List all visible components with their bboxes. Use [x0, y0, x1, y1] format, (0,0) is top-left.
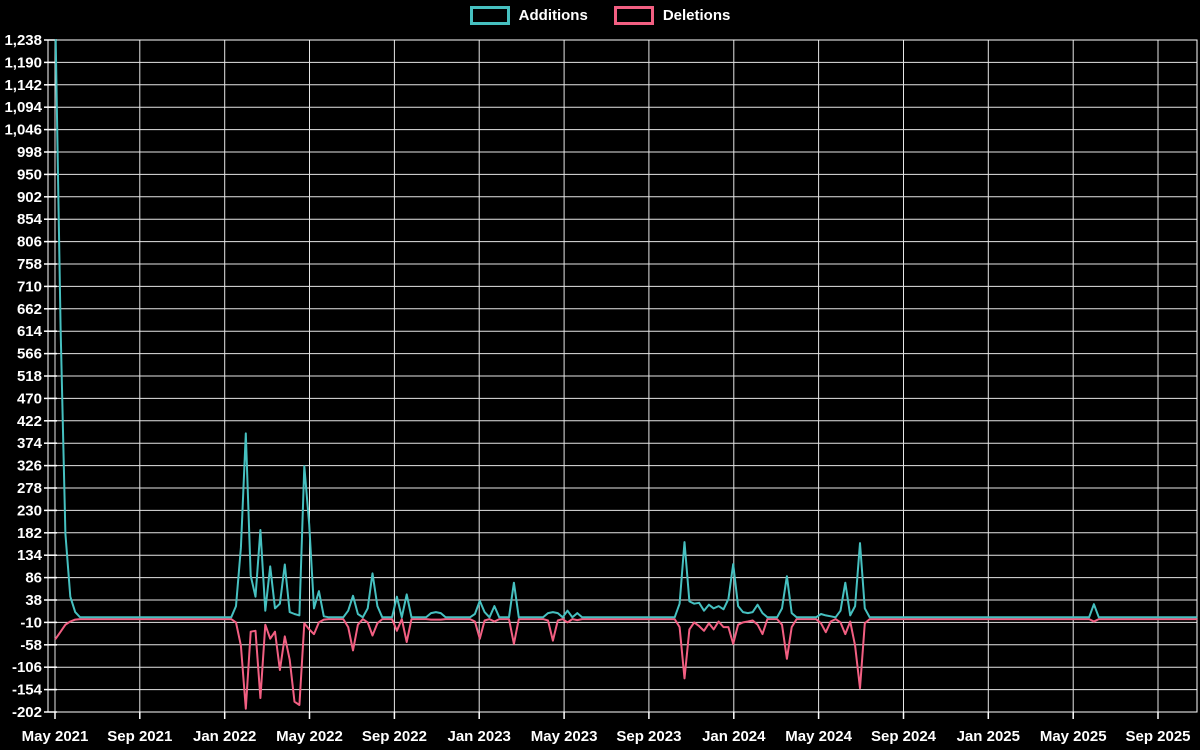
additions-legend-label: Additions — [518, 7, 588, 24]
y-tick-label: 758 — [17, 256, 42, 273]
tick-marks — [44, 39, 1159, 719]
x-tick-label: Sep 2022 — [362, 728, 427, 745]
y-tick-label: 1,238 — [4, 32, 42, 49]
y-tick-label: 1,190 — [4, 54, 42, 71]
x-tick-label: May 2023 — [531, 728, 598, 745]
additions-swatch-icon — [469, 6, 510, 25]
x-tick-label: Jan 2024 — [702, 728, 766, 745]
deletions-legend-label: Deletions — [662, 7, 731, 24]
y-tick-label: 710 — [17, 278, 42, 295]
y-tick-label: 1,094 — [4, 99, 42, 116]
y-tick-label: 230 — [17, 502, 42, 519]
y-tick-label: 374 — [17, 435, 43, 452]
gridlines — [48, 39, 1197, 713]
y-tick-label: -202 — [12, 704, 42, 721]
y-tick-label: 422 — [17, 413, 42, 430]
y-tick-label: 854 — [17, 211, 43, 228]
y-tick-label: 902 — [17, 189, 42, 206]
x-tick-label: Sep 2025 — [1125, 728, 1190, 745]
y-tick-label: 662 — [17, 301, 42, 318]
deletions-line — [54, 618, 1198, 710]
y-tick-label: 182 — [17, 525, 42, 542]
x-axis-labels: May 2021 Sep 2021 Jan 2022 May 2022 Sep 2022… — [22, 728, 1191, 745]
x-tick-label: Jan 2022 — [193, 728, 256, 745]
y-tick-label: -154 — [12, 682, 43, 699]
x-tick-label: Jan 2023 — [448, 728, 511, 745]
y-tick-label: 998 — [17, 144, 42, 161]
y-tick-label: 566 — [17, 346, 42, 363]
x-tick-label: May 2025 — [1040, 728, 1107, 745]
y-tick-label: 950 — [17, 166, 42, 183]
legend-item-additions[interactable]: Additions — [469, 6, 588, 25]
y-tick-label: 278 — [17, 480, 42, 497]
y-axis-labels: 1,238 1,190 1,142 1,094 1,046 998 950 902 854 806… — [4, 32, 42, 721]
y-tick-label: 806 — [17, 234, 42, 251]
x-tick-label: Sep 2023 — [616, 728, 681, 745]
legend: Additions Deletions — [0, 6, 1200, 25]
y-tick-label: 470 — [17, 390, 42, 407]
x-tick-label: May 2022 — [276, 728, 343, 745]
y-tick-label: 1,046 — [4, 122, 42, 139]
deletions-swatch-icon — [613, 6, 654, 25]
x-tick-label: Sep 2024 — [871, 728, 937, 745]
x-tick-label: May 2021 — [22, 728, 89, 745]
y-tick-label: 518 — [17, 368, 42, 385]
x-tick-label: May 2024 — [785, 728, 852, 745]
y-tick-label: 614 — [17, 323, 43, 340]
legend-item-deletions[interactable]: Deletions — [613, 6, 731, 25]
y-tick-label: 1,142 — [4, 77, 42, 94]
x-tick-label: Jan 2025 — [957, 728, 1020, 745]
additions-line — [54, 39, 1198, 619]
y-tick-label: -106 — [12, 659, 42, 676]
y-tick-label: 326 — [17, 458, 42, 475]
y-tick-label: 134 — [17, 547, 43, 564]
y-tick-label: 38 — [25, 592, 42, 609]
x-tick-label: Sep 2021 — [107, 728, 172, 745]
y-tick-label: -10 — [20, 614, 42, 631]
y-tick-label: 86 — [25, 570, 42, 587]
y-tick-label: -58 — [20, 637, 42, 654]
